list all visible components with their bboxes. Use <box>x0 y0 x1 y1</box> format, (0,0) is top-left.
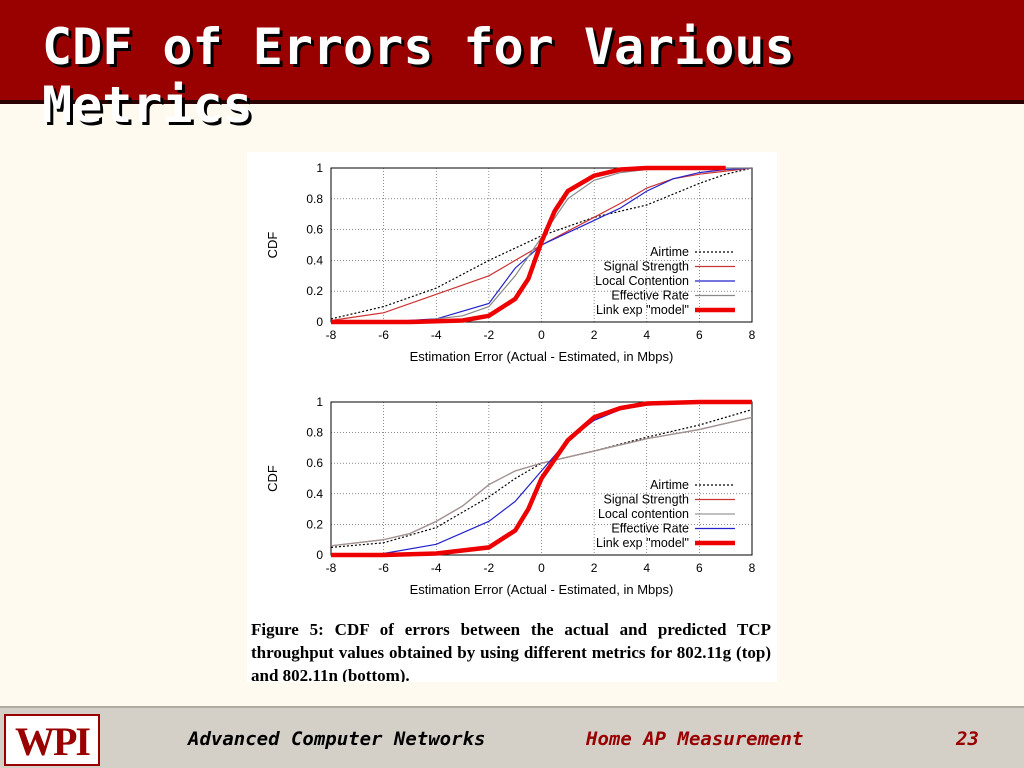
x-tick-label: 2 <box>591 328 598 342</box>
slide-title: CDF of Errors for Various Metrics <box>42 18 795 134</box>
x-tick-label: -4 <box>431 561 442 575</box>
x-axis-label: Estimation Error (Actual - Estimated, in… <box>410 349 674 364</box>
y-tick-label: 0 <box>316 548 323 562</box>
y-tick-label: 0.2 <box>306 517 323 531</box>
legend-label: Airtime <box>650 245 689 259</box>
series-line <box>331 399 752 558</box>
title-bar: CDF of Errors for Various Metrics <box>0 0 1024 134</box>
x-tick-label: -8 <box>326 561 337 575</box>
y-axis-label: CDF <box>265 232 280 259</box>
x-tick-label: 8 <box>749 561 756 575</box>
x-tick-label: 0 <box>538 328 545 342</box>
plot-frame <box>330 167 753 323</box>
x-tick-label: -4 <box>431 328 442 342</box>
x-tick-label: 6 <box>696 328 703 342</box>
y-tick-label: 1 <box>316 395 323 409</box>
x-tick-label: -8 <box>326 328 337 342</box>
legend-label: Link exp "model" <box>596 536 689 550</box>
lecture-topic: Home AP Measurement <box>586 728 804 750</box>
y-tick-label: 0.6 <box>306 223 323 237</box>
x-tick-label: 8 <box>749 328 756 342</box>
y-tick-label: 0.4 <box>306 487 323 501</box>
figure: -8 -6 -4 -2 0 2 4 6 8 0 0.2 0.4 0.6 0.8 1 Estimation Er… <box>247 152 777 682</box>
page-number: 23 <box>956 728 979 750</box>
x-tick-label: 4 <box>643 328 650 342</box>
series-line <box>330 409 753 548</box>
x-tick-label: -2 <box>484 561 495 575</box>
footer: WPI Advanced Computer Networks Home AP M… <box>0 706 1024 768</box>
y-tick-label: 0.8 <box>306 426 323 440</box>
y-tick-label: 0.8 <box>306 192 323 206</box>
x-tick-label: -6 <box>378 328 389 342</box>
x-tick-label: 2 <box>591 561 598 575</box>
x-tick-label: 4 <box>643 561 650 575</box>
legend-label: Signal Strength <box>604 493 690 507</box>
y-tick-label: 1 <box>316 161 323 175</box>
y-tick-label: 0.4 <box>306 253 323 267</box>
legend-label: Local contention <box>598 507 689 521</box>
legend-label: Local Contention <box>595 274 689 288</box>
x-axis-label: Estimation Error (Actual - Estimated, in… <box>410 582 674 597</box>
y-tick-label: 0.6 <box>306 456 323 470</box>
series-line <box>330 167 753 320</box>
plot-frame <box>330 401 753 556</box>
y-tick-label: 0.2 <box>306 284 323 298</box>
series-line <box>330 167 753 322</box>
legend-label: Effective Rate <box>611 289 689 303</box>
x-tick-label: -6 <box>378 561 389 575</box>
legend-label: Airtime <box>650 478 689 492</box>
wpi-logo: WPI <box>4 714 100 766</box>
series-line <box>331 165 726 325</box>
x-tick-label: 0 <box>538 561 545 575</box>
figure-caption: Figure 5: CDF of errors between the actu… <box>251 620 771 682</box>
x-tick-label: 6 <box>696 561 703 575</box>
course-name: Advanced Computer Networks <box>188 728 486 750</box>
legend-label: Effective Rate <box>611 522 689 536</box>
y-tick-label: 0 <box>316 315 323 329</box>
legend-label: Signal Strength <box>604 260 690 274</box>
series-line <box>330 416 753 547</box>
cdf-charts: -8 -6 -4 -2 0 2 4 6 8 0 0.2 0.4 0.6 0.8 1 Estimation Er… <box>265 161 756 597</box>
x-tick-label: -2 <box>484 328 495 342</box>
y-axis-label: CDF <box>265 465 280 492</box>
legend-label: Link exp "model" <box>596 303 689 317</box>
